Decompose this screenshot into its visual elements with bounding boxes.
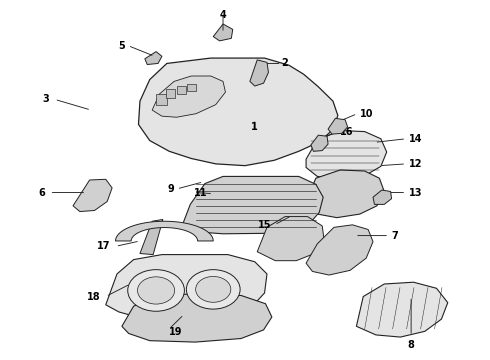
Polygon shape <box>257 217 324 261</box>
Polygon shape <box>176 86 186 94</box>
Circle shape <box>128 270 184 311</box>
Polygon shape <box>106 255 267 320</box>
Polygon shape <box>187 84 196 91</box>
Polygon shape <box>145 51 162 64</box>
Text: 1: 1 <box>251 122 258 132</box>
Polygon shape <box>356 282 448 337</box>
Text: 15: 15 <box>258 220 272 230</box>
Polygon shape <box>306 131 387 180</box>
Text: 5: 5 <box>119 41 125 50</box>
Polygon shape <box>116 221 213 241</box>
Text: 19: 19 <box>169 327 183 337</box>
Text: 2: 2 <box>282 58 289 68</box>
Polygon shape <box>152 76 225 117</box>
Polygon shape <box>306 225 373 275</box>
Polygon shape <box>181 176 323 234</box>
Text: 8: 8 <box>408 339 415 350</box>
Polygon shape <box>311 135 328 151</box>
Text: 12: 12 <box>409 159 422 169</box>
Text: 16: 16 <box>340 127 354 136</box>
Text: 13: 13 <box>409 188 422 198</box>
Polygon shape <box>166 89 174 98</box>
Text: 7: 7 <box>392 231 398 240</box>
Circle shape <box>138 277 174 304</box>
Text: 18: 18 <box>87 292 101 302</box>
Text: 9: 9 <box>168 184 174 194</box>
Polygon shape <box>122 294 272 342</box>
Polygon shape <box>305 170 384 218</box>
Polygon shape <box>73 179 112 212</box>
Text: 3: 3 <box>43 94 49 104</box>
Polygon shape <box>140 220 163 255</box>
Circle shape <box>186 270 240 309</box>
Polygon shape <box>328 118 347 134</box>
Text: 10: 10 <box>360 109 373 119</box>
Polygon shape <box>250 60 269 86</box>
Polygon shape <box>213 24 233 41</box>
Text: 11: 11 <box>194 188 207 198</box>
Text: 14: 14 <box>409 134 422 144</box>
Polygon shape <box>156 94 167 105</box>
Text: 6: 6 <box>38 188 45 198</box>
Text: 4: 4 <box>220 10 226 20</box>
Polygon shape <box>139 58 338 166</box>
Circle shape <box>196 276 231 302</box>
Polygon shape <box>373 190 392 204</box>
Text: 17: 17 <box>97 241 111 251</box>
